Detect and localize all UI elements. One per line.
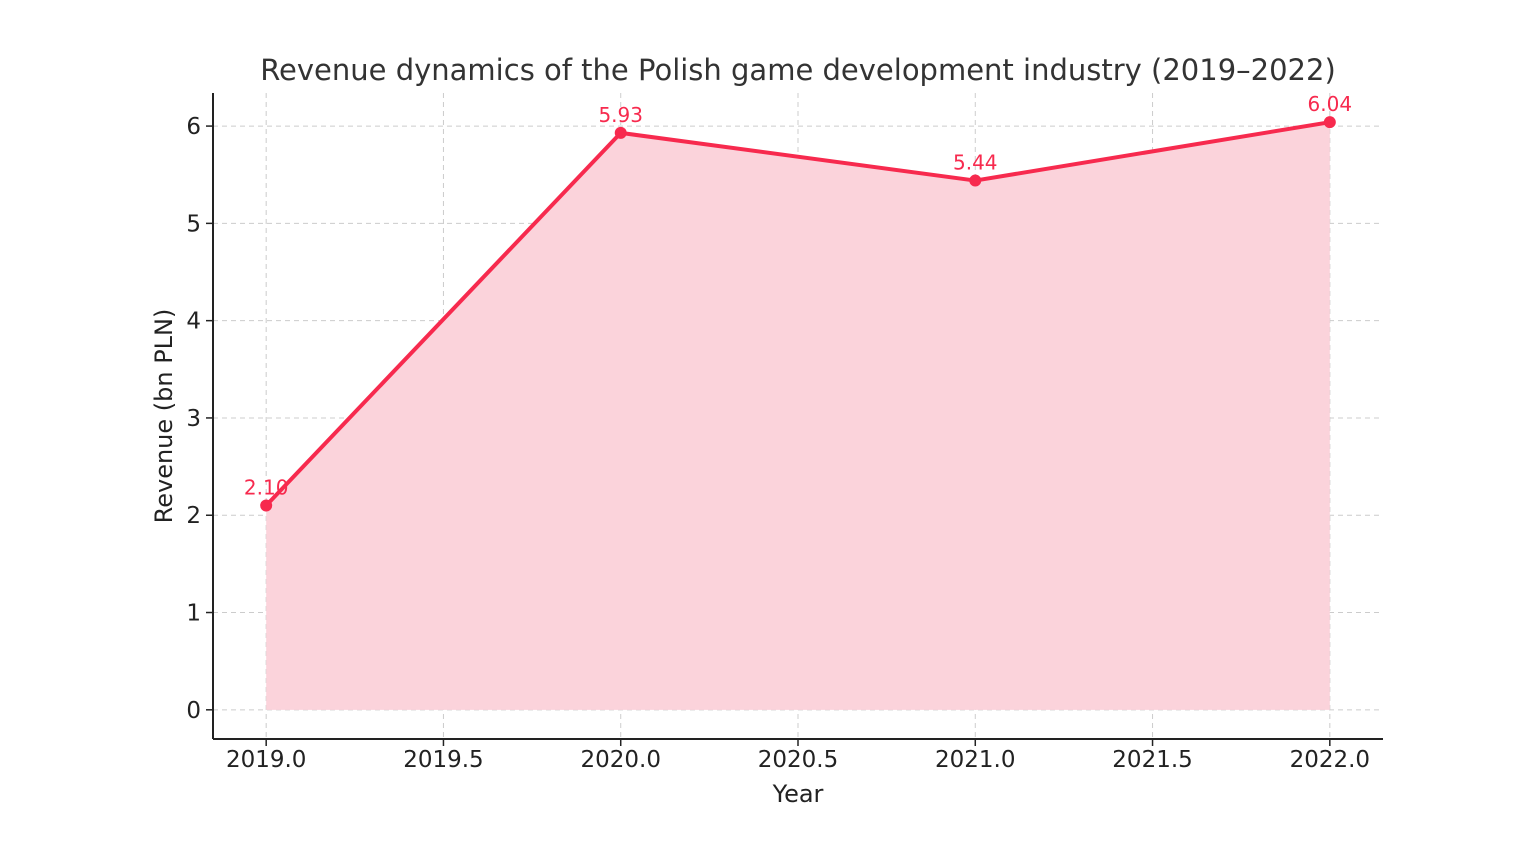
x-tick-label: 2022.0 [1290, 747, 1370, 773]
x-tick-label: 2020.5 [758, 747, 838, 773]
data-point [614, 126, 627, 139]
y-axis-label: Revenue (bn PLN) [150, 309, 178, 524]
y-tick-label: 3 [186, 406, 201, 432]
series-line [264, 120, 1331, 507]
y-tick-label: 2 [186, 503, 201, 529]
x-axis-label: Year [772, 780, 824, 808]
data-label: 2.10 [244, 476, 289, 500]
data-label: 6.04 [1308, 92, 1353, 116]
data-label: 5.44 [953, 151, 998, 175]
x-tick-label: 2021.5 [1112, 747, 1192, 773]
data-point [1323, 116, 1336, 129]
y-tick-label: 4 [186, 309, 201, 335]
data-point [260, 499, 273, 512]
y-tick-label: 5 [186, 211, 201, 237]
x-tick-label: 2019.5 [403, 747, 483, 773]
area-fill [266, 122, 1330, 710]
y-tick-label: 1 [186, 601, 201, 627]
y-tick-label: 0 [186, 698, 201, 724]
x-tick-label: 2020.0 [580, 747, 660, 773]
data-point [969, 174, 982, 187]
y-tick-label: 6 [186, 114, 201, 140]
x-tick-label: 2019.0 [226, 747, 306, 773]
x-tick-label: 2021.0 [935, 747, 1015, 773]
data-label: 5.93 [598, 103, 643, 127]
chart-title: Revenue dynamics of the Polish game deve… [260, 53, 1336, 87]
